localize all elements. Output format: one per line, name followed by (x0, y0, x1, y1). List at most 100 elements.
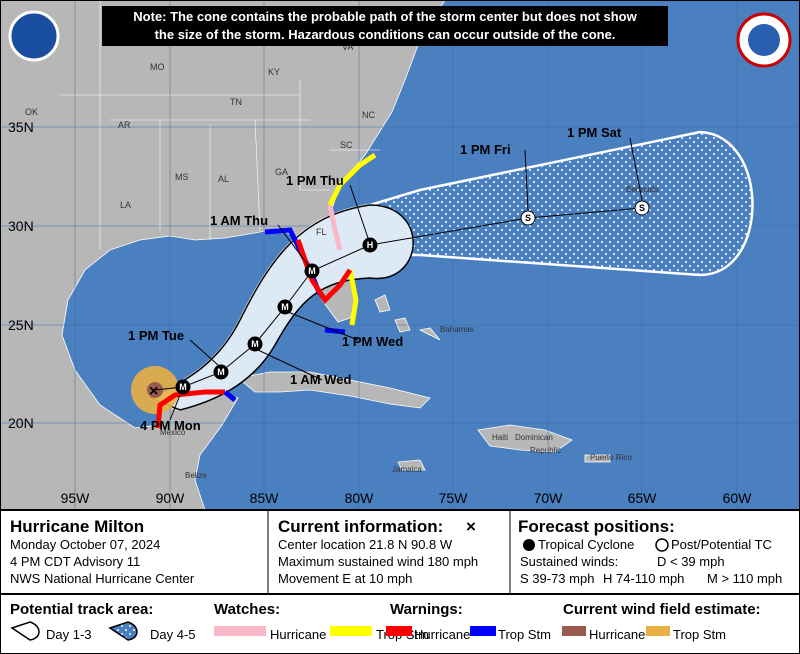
ptc-symbol (655, 538, 669, 552)
axis-labels: 35N 30N 25N 20N 95W 90W 85W 80W 75W 70W 65W 60W (8, 119, 752, 506)
legend-wind-hurricane: Hurricane (589, 627, 645, 642)
state-label: KY (268, 67, 280, 77)
lon-label: 65W (628, 490, 658, 506)
lon-label: 80W (345, 490, 375, 506)
forecast-point (247, 336, 263, 352)
state-labels: OKARTNKYVANCSCMSALGALAFLMOILINOHWV (25, 12, 375, 237)
point-letter: M (179, 382, 187, 392)
forecast-point (304, 263, 320, 279)
storm-name: Hurricane Milton (10, 517, 144, 536)
legend-watch-hurricane: Hurricane (270, 627, 326, 642)
wind-hurricane-swatch (562, 626, 586, 636)
noaa-logo (8, 10, 60, 62)
lat-label: 20N (8, 415, 34, 431)
forecast-point (175, 379, 191, 395)
storm-date: Monday October 07, 2024 (10, 537, 160, 552)
current-line: Maximum sustained wind 180 mph (278, 554, 478, 569)
place-label: Dominican (515, 433, 553, 442)
note: Note: The cone contains the probable pat… (133, 9, 637, 24)
place-label: Bahamas (440, 325, 474, 334)
state-label: VA (342, 42, 353, 52)
state-label: AR (118, 120, 131, 130)
forecast-d: D < 39 mph (657, 554, 725, 569)
forecast-label: 1 PM Sat (567, 125, 622, 140)
forecast-label: 4 PM Mon (140, 418, 201, 433)
legend-warn-hurricane: Hurricane (414, 627, 470, 642)
forecast-point (520, 210, 536, 226)
place-label: Republic (530, 446, 561, 455)
legend-watches: Watches: (214, 601, 280, 618)
place-labels: Bahamas Haiti Dominican Republic Puerto Rico… (160, 185, 659, 480)
borders (60, 0, 380, 250)
lat-label: 35N (8, 119, 34, 135)
warn-hurricane-swatch (386, 626, 412, 636)
forecast-s: S 39-73 mph (520, 571, 594, 586)
legend-track-title: Potential track area: (10, 601, 153, 618)
place-label: Jamaica (392, 465, 422, 474)
point-letter: M (308, 266, 316, 276)
coastal-alerts (155, 152, 377, 429)
forecast-point (634, 200, 650, 216)
tc-symbol (523, 539, 535, 551)
forecast-label: 1 PM Fri (460, 142, 511, 157)
point-letter: M (251, 339, 259, 349)
state-label: OK (25, 107, 38, 117)
state-label: GA (275, 167, 288, 177)
place-label: Puerto Rico (590, 453, 632, 462)
wind-trop-swatch (646, 626, 670, 636)
current-title: Current information: (278, 517, 443, 536)
lon-label: 60W (723, 490, 753, 506)
state-label: MS (175, 172, 189, 182)
state-label: FL (316, 227, 327, 237)
watch-hurricane-swatch (214, 626, 266, 636)
current-line: Center location 21.8 N 90.8 W (278, 537, 453, 552)
place-label: Haiti (492, 433, 508, 442)
forecast-label: 1 PM Tue (128, 328, 184, 343)
legend-day45: Day 4-5 (150, 627, 196, 642)
legend-wind: Current wind field estimate: (563, 601, 761, 618)
day13-swatch (10, 621, 40, 641)
forecast-label: 1 PM Thu (286, 173, 344, 188)
lat-label: 25N (8, 317, 34, 333)
lat-label: 30N (8, 218, 34, 234)
point-letter: M (217, 367, 225, 377)
point-letter: S (639, 203, 645, 213)
forecast-h: H 74-110 mph (603, 571, 684, 586)
point-letter: S (525, 213, 531, 223)
place-label: Belize (185, 471, 207, 480)
forecast-tc: Tropical Cyclone (538, 537, 634, 552)
forecast-points: S S H M M M M M (175, 200, 650, 395)
forecast-label: 1 PM Wed (342, 334, 403, 349)
storm-center: NWS National Hurricane Center (10, 571, 195, 586)
nws-logo-inner (748, 24, 780, 56)
forecast-m: M > 110 mph (707, 571, 782, 586)
lon-label: 70W (534, 490, 564, 506)
point-letter: M (281, 302, 289, 312)
legend-wind-trop: Trop Stm (673, 627, 726, 642)
warn-trop-swatch (470, 626, 496, 636)
lon-label: 85W (250, 490, 280, 506)
state-label: MO (150, 62, 165, 72)
state-label: TN (230, 97, 242, 107)
state-label: SC (340, 140, 353, 150)
day45-swatch (108, 621, 138, 641)
state-label: LA (120, 200, 131, 210)
note: the size of the storm. Hazardous conditi… (155, 27, 616, 42)
label-leaders (169, 137, 643, 421)
note-box (102, 6, 668, 46)
legend-warn-trop: Trop Stm (498, 627, 551, 642)
state-label: AL (218, 174, 229, 184)
storm-advisory: 4 PM CDT Advisory 11 (10, 554, 140, 569)
point-letter: H (367, 240, 374, 250)
place-label: Mexico (160, 428, 186, 437)
watch-trop-swatch (330, 626, 372, 636)
current-position: × (149, 383, 158, 400)
state-label: NC (362, 110, 375, 120)
forecast-winds: Sustained winds: (520, 554, 618, 569)
forecast-label: 1 AM Thu (210, 213, 268, 228)
forecast-label: 1 AM Wed (290, 372, 351, 387)
lon-label: 75W (439, 490, 469, 506)
lon-label: 95W (61, 490, 91, 506)
place-label: Bermuda (626, 185, 659, 194)
